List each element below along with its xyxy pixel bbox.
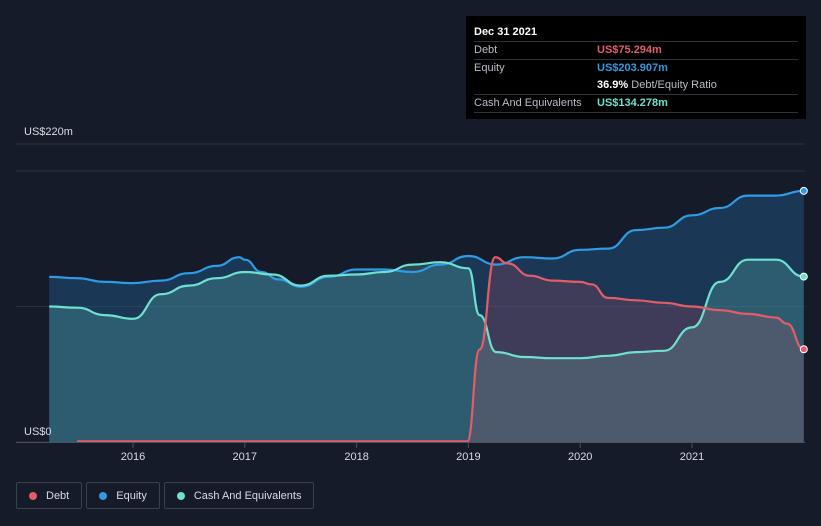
x-tick-label-2019: 2019 [456,451,480,463]
chart-legend: Debt Equity Cash And Equivalents [16,482,315,511]
x-tick-label-2020: 2020 [568,451,592,463]
tooltip-cash-label: Cash And Equivalents [474,97,582,109]
area-debt [77,257,804,442]
legend-dot-cash [176,491,185,500]
x-tick-label-2018: 2018 [344,451,368,463]
legend-label-cash: Cash And Equivalents [193,489,302,502]
tooltip-cash-value: US$134.278m [597,97,668,109]
tooltip-ratio-value: 36.9% [597,79,629,91]
endpoint-debt[interactable] [799,345,808,354]
area-cash-and-equivalents [49,259,804,442]
hover-tooltip: Dec 31 2021 Debt US$75.294m Equity US$20… [466,16,806,119]
tooltip-debt-value: US$75.294m [597,44,662,56]
series-areas [49,190,804,442]
y-axis-top-label: US$220m [24,126,73,138]
tooltip-bottom-rule [474,112,798,114]
legend-label-equity: Equity [116,489,147,502]
x-axis-ticks: 2016 2017 2018 2019 2020 2021 [121,442,704,463]
tooltip-equity-value: US$203.907m [597,62,668,74]
tooltip-ratio: 36.9% Debt/Equity Ratio [597,77,717,94]
tooltip-row-cash: Cash And Equivalents US$134.278m [474,94,798,112]
legend-item-cash[interactable]: Cash And Equivalents [163,482,315,509]
legend-item-debt[interactable]: Debt [16,482,83,509]
tooltip-ratio-label: Debt/Equity Ratio [631,79,717,91]
tooltip-date: Dec 31 2021 [474,26,537,38]
tooltip-row-debt: Debt US$75.294m [474,41,798,59]
endpoint-equity[interactable] [799,186,808,195]
tooltip-row-ratio: 36.9% Debt/Equity Ratio [474,77,798,94]
tooltip-debt-label: Debt [474,44,498,56]
endpoint-cash-and-equivalents[interactable] [799,272,808,281]
tooltip-row-equity: Equity US$203.907m [474,59,798,77]
legend-dot-debt [29,491,37,500]
area-equity [49,190,804,442]
x-tick-label-2021: 2021 [680,451,704,463]
series-endpoints [799,186,808,354]
tooltip-equity-label: Equity [474,62,505,74]
y-axis-bottom-label: US$0 [24,426,52,438]
line-debt [77,256,805,443]
legend-item-equity[interactable]: Equity [86,482,160,509]
x-tick-label-2016: 2016 [121,451,145,463]
line-cash-and-equivalents [49,258,804,360]
line-equity [49,189,804,288]
series-lines [49,189,805,443]
legend-label-debt: Debt [46,489,70,502]
x-tick-label-2017: 2017 [233,451,257,463]
legend-dot-equity [99,491,108,500]
